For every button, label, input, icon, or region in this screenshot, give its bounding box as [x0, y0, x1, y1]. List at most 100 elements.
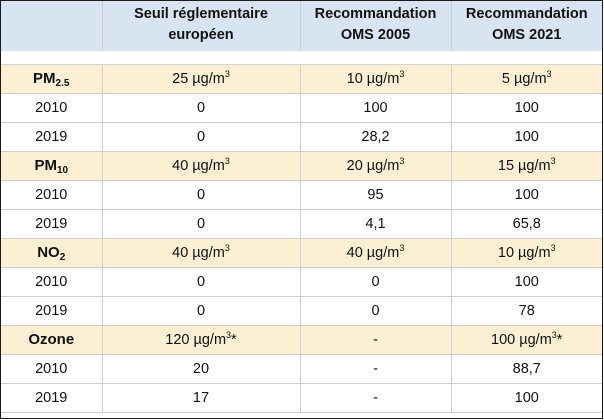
eu-threshold-cell: 40 µg/m3 [102, 238, 301, 268]
oms2005-exceedance-cell: 28,2 [300, 122, 452, 152]
year-cell: 2010 [1, 180, 103, 210]
oms2005-threshold-cell: 40 µg/m3 [300, 238, 452, 268]
oms2021-threshold-cell-value: 100 µg/m [491, 332, 552, 348]
year-row: 2010 0 0 100 [1, 267, 602, 297]
pollutant-row: NO2 40 µg/m3 40 µg/m3 10 µg/m3 [1, 238, 602, 268]
oms2021-exceedance-cell: 65,8 [451, 209, 602, 239]
year-cell: 2019 [1, 296, 103, 326]
eu-threshold-cell-unit-exponent: 3 [224, 69, 230, 79]
eu-exceedance-cell: 20 [102, 354, 301, 384]
oms2021-exceedance-cell: 100 [451, 267, 602, 297]
year-cell: 2019 [1, 122, 103, 152]
oms2005-threshold-cell-value: 10 µg/m [346, 71, 400, 87]
year-row: 2019 0 28,2 100 [1, 122, 602, 152]
oms2021-exceedance-cell: 78 [451, 296, 602, 326]
pollutant-subscript: 2.5 [55, 78, 70, 89]
header-eu-line2: européen [168, 27, 234, 43]
oms2005-exceedance-cell: 95 [300, 180, 452, 210]
pollutant-name: PM2.5 [1, 64, 103, 94]
oms2021-threshold-cell-unit-exponent: 3 [550, 243, 556, 253]
oms2005-threshold-cell: - [300, 325, 452, 355]
eu-threshold-cell-unit-exponent: 3 [226, 330, 232, 340]
eu-threshold-cell-unit-exponent: 3 [224, 243, 230, 253]
year-row: 2010 20-88,7 [1, 354, 602, 384]
pollutant-name: Ozone [1, 325, 103, 355]
header-oms2021-line1: Recommandation [465, 6, 588, 22]
oms2021-threshold-cell: 5 µg/m3 [451, 64, 602, 94]
year-cell: 2010 [1, 354, 103, 384]
eu-threshold-cell-value: 25 µg/m [172, 71, 225, 87]
oms2005-threshold-cell-value: - [373, 332, 378, 348]
oms2005-threshold-cell-value: 40 µg/m [346, 245, 400, 261]
oms2021-exceedance-cell: 100 [451, 383, 602, 413]
oms2005-exceedance-cell: 4,1 [300, 209, 452, 239]
oms2005-exceedance-cell: - [300, 383, 452, 413]
eu-threshold-cell: 25 µg/m3 [102, 64, 301, 94]
header-spacer-row [1, 51, 602, 65]
header-eu-threshold: Seuil réglementaire européen [102, 1, 301, 51]
header-oms-2021: Recommandation OMS 2021 [451, 1, 602, 51]
eu-exceedance-cell: 0 [102, 122, 301, 152]
eu-exceedance-cell: 0 [102, 180, 301, 210]
year-cell: 2019 [1, 209, 103, 239]
pollutant-name: NO2 [1, 238, 103, 268]
header-row: Seuil réglementaire européen Recommandat… [1, 1, 602, 51]
oms2005-threshold-cell: 10 µg/m3 [300, 64, 452, 94]
year-cell: 2019 [1, 383, 103, 413]
oms2005-threshold-cell-unit-exponent: 3 [399, 243, 405, 253]
oms2021-threshold-cell-suffix: * [556, 332, 563, 348]
oms2021-exceedance-cell: 100 [451, 180, 602, 210]
eu-threshold-cell: 120 µg/m3* [102, 325, 301, 355]
oms2021-exceedance-cell: 100 [451, 122, 602, 152]
pollutant-row: Ozone 120 µg/m3* -100 µg/m3* [1, 325, 602, 355]
eu-exceedance-cell: 0 [102, 296, 301, 326]
oms2021-threshold-cell-value: 5 µg/m [501, 71, 547, 87]
header-empty-cell [1, 1, 103, 51]
year-row: 2019 0 0 78 [1, 296, 602, 326]
pollutant-symbol: NO [37, 244, 60, 261]
year-row: 2019 0 4,1 65,8 [1, 209, 602, 239]
header-oms2021-line2: OMS 2021 [492, 27, 562, 43]
pollutant-subscript: 2 [59, 252, 66, 263]
spacer-cell [1, 51, 602, 65]
pollutant-symbol: PM [33, 70, 56, 87]
oms2021-threshold-cell-value: 10 µg/m [497, 245, 551, 261]
eu-threshold-cell-value: 120 µg/m [165, 332, 227, 348]
table-body: Seuil réglementaire européen Recommandat… [1, 1, 602, 413]
eu-exceedance-cell: 0 [102, 267, 301, 297]
eu-exceedance-cell: 0 [102, 209, 301, 239]
year-row: 2019 17-100 [1, 383, 602, 413]
oms2021-threshold-cell-unit-exponent: 3 [551, 330, 557, 340]
year-row: 2010 0 95 100 [1, 180, 602, 210]
oms2021-threshold-cell: 100 µg/m3* [451, 325, 602, 355]
pollutant-row: PM10 40 µg/m3 20 µg/m3 15 µg/m3 [1, 151, 602, 181]
pollutant-name: PM10 [1, 151, 103, 181]
eu-threshold-cell-suffix: * [231, 332, 237, 348]
oms2005-threshold-cell-unit-exponent: 3 [399, 69, 405, 79]
year-cell: 2010 [1, 267, 103, 297]
header-eu-line1: Seuil réglementaire [134, 6, 268, 22]
oms2005-threshold-cell-value: 20 µg/m [346, 158, 400, 174]
oms2021-threshold-cell-unit-exponent: 3 [550, 156, 556, 166]
oms2005-threshold-cell-unit-exponent: 3 [399, 156, 405, 166]
oms2005-threshold-cell: 20 µg/m3 [300, 151, 452, 181]
oms2005-exceedance-cell: 0 [300, 296, 452, 326]
oms2005-exceedance-cell: 100 [300, 93, 452, 123]
oms2021-threshold-cell-value: 15 µg/m [497, 158, 551, 174]
pollutant-symbol: PM [34, 157, 57, 174]
eu-exceedance-cell: 0 [102, 93, 301, 123]
pollution-thresholds-table: Seuil réglementaire européen Recommandat… [1, 1, 602, 413]
header-oms2005-line2: OMS 2005 [340, 27, 411, 43]
oms2021-threshold-cell: 10 µg/m3 [451, 238, 602, 268]
pollutant-symbol: Ozone [28, 331, 75, 348]
eu-threshold-cell: 40 µg/m3 [102, 151, 301, 181]
eu-threshold-cell-value: 40 µg/m [172, 158, 225, 174]
oms2021-exceedance-cell: 100 [451, 93, 602, 123]
year-cell: 2010 [1, 93, 103, 123]
eu-threshold-cell-unit-exponent: 3 [224, 156, 230, 166]
oms2021-threshold-cell-unit-exponent: 3 [546, 69, 552, 79]
eu-exceedance-cell: 17 [102, 383, 301, 413]
oms2005-exceedance-cell: - [300, 354, 452, 384]
oms2021-threshold-cell: 15 µg/m3 [451, 151, 602, 181]
